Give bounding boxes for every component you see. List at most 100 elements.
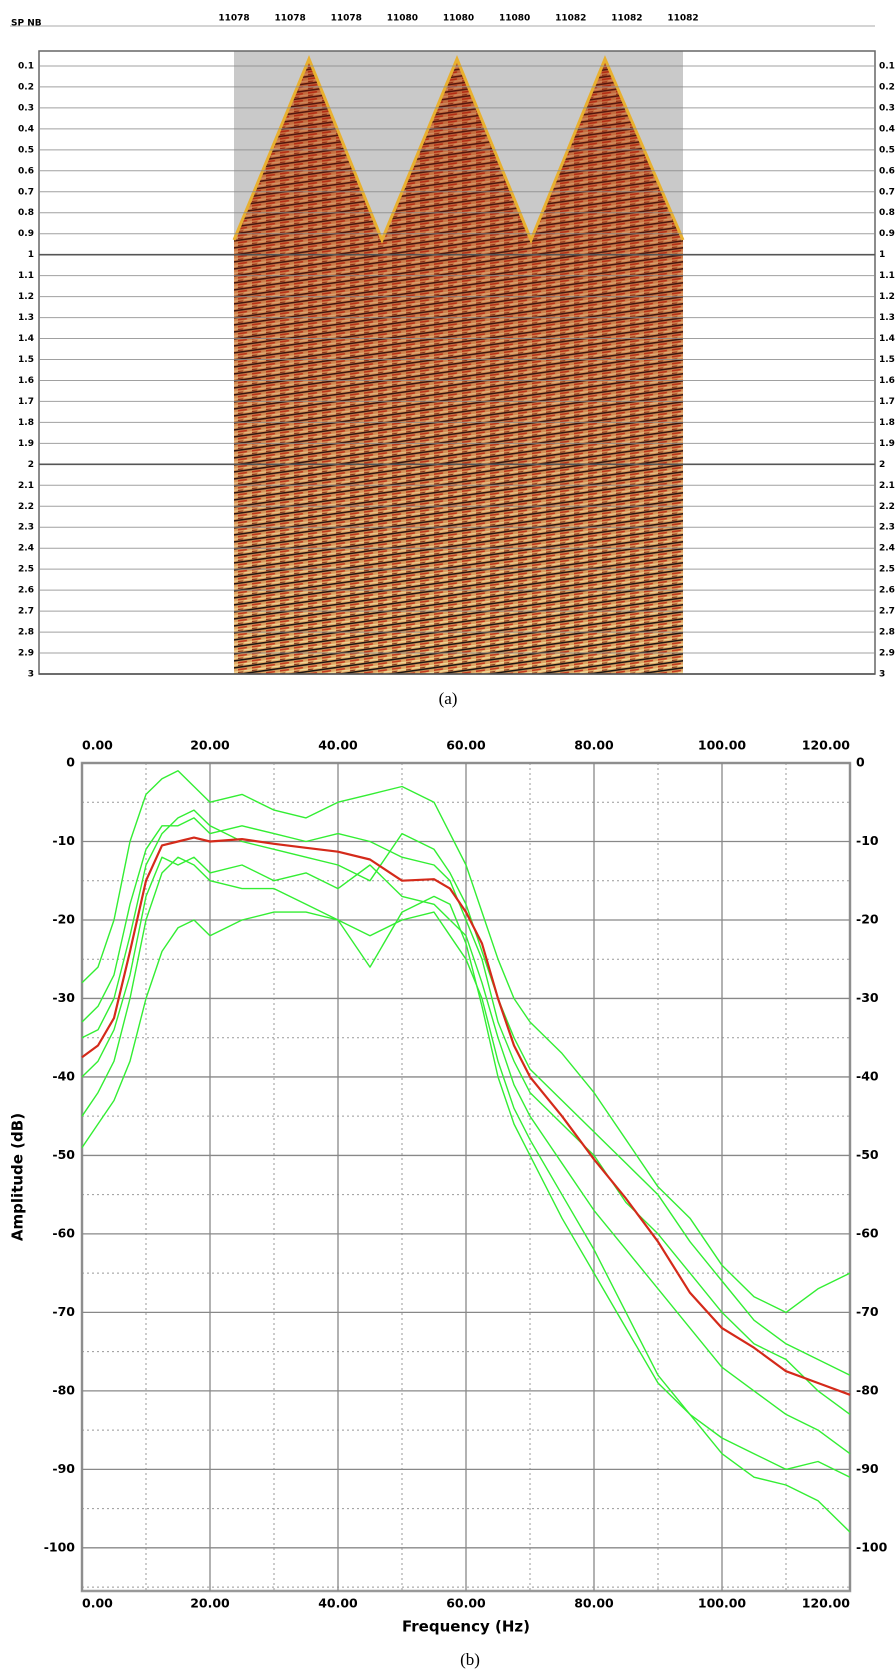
- y-tick-label-right: 1.1: [879, 271, 895, 281]
- y-tick-label: 0.1: [18, 61, 34, 71]
- y-tick-label: 1.6: [18, 376, 34, 386]
- y-tick-label-right: 0.6: [879, 166, 895, 176]
- y-tick-label: -30: [52, 990, 75, 1005]
- y-tick-label-right: 2.1: [879, 481, 895, 491]
- seismic-energy: [234, 59, 683, 674]
- y-tick-label: 1.5: [18, 355, 34, 365]
- y-tick-label-right: 1.5: [879, 355, 895, 365]
- y-tick-label: -50: [52, 1147, 75, 1162]
- y-tick-label: 2.7: [18, 607, 34, 617]
- y-tick-label: -90: [52, 1461, 75, 1476]
- y-tick-label-right: 2.2: [879, 502, 895, 512]
- trace-label: 11078: [331, 14, 362, 24]
- y-tick-label: 0.5: [18, 145, 34, 155]
- y-tick-label-right: -60: [856, 1225, 879, 1240]
- y-tick-label-right: 1.8: [879, 418, 895, 428]
- spectrum-line: [81, 911, 851, 1533]
- y-tick-label: 2: [28, 460, 34, 470]
- spectrum-line: [81, 836, 851, 1396]
- x-tick-label-top: 60.00: [446, 738, 486, 753]
- y-tick-label: 2.4: [18, 544, 34, 554]
- y-tick-label: 3: [28, 670, 34, 680]
- y-tick-label-right: 0.7: [879, 187, 895, 197]
- x-tick-label-top: 40.00: [318, 738, 358, 753]
- y-axis-title: Amplitude (dB): [9, 1113, 27, 1241]
- y-tick-label-right: 2.7: [879, 607, 895, 617]
- y-tick-label: 0: [66, 755, 75, 770]
- x-tick-label-top: 0.00: [82, 738, 113, 753]
- x-tick-label: 100.00: [698, 1596, 747, 1611]
- x-tick-label: 60.00: [446, 1596, 486, 1611]
- y-tick-label: -80: [52, 1382, 75, 1397]
- y-tick-label-right: 1.3: [879, 313, 895, 323]
- y-tick-label: -100: [44, 1539, 76, 1554]
- y-tick-label: 1.7: [18, 397, 34, 407]
- y-tick-label: 1.3: [18, 313, 34, 323]
- spectrum-line: [81, 770, 851, 1314]
- trace-label: 11082: [667, 14, 698, 24]
- y-tick-label-right: 3: [879, 670, 885, 680]
- x-tick-label-top: 20.00: [190, 738, 230, 753]
- spectrum-line: [81, 856, 851, 1455]
- y-tick-label: -70: [52, 1304, 75, 1319]
- y-tick-label-right: 1.4: [879, 334, 895, 344]
- y-tick-label-right: -40: [856, 1068, 879, 1083]
- y-tick-label-right: 2.5: [879, 565, 895, 575]
- x-tick-label-top: 80.00: [574, 738, 614, 753]
- y-tick-label-right: 0.9: [879, 229, 895, 239]
- y-tick-label-right: -20: [856, 911, 879, 926]
- x-tick-label: 120.00: [802, 1596, 851, 1611]
- y-tick-label-right: 0.2: [879, 82, 895, 92]
- y-tick-label-right: 1.2: [879, 292, 895, 302]
- y-tick-label-right: 0.5: [879, 145, 895, 155]
- trace-label: 11082: [555, 14, 586, 24]
- y-tick-label: 1.2: [18, 292, 34, 302]
- y-tick-label: 0.4: [18, 124, 34, 134]
- x-tick-label-top: 100.00: [698, 738, 747, 753]
- y-tick-label-right: 2.8: [879, 628, 895, 638]
- x-tick-label: 80.00: [574, 1596, 614, 1611]
- y-tick-label: -60: [52, 1225, 75, 1240]
- y-tick-label: 2.5: [18, 565, 34, 575]
- y-tick-label: 2.6: [18, 586, 34, 596]
- y-tick-label: 2.8: [18, 628, 34, 638]
- y-tick-label: 2.3: [18, 523, 34, 533]
- y-tick-label: 2.9: [18, 649, 34, 659]
- y-tick-label-right: 1.9: [879, 439, 895, 449]
- y-tick-label: -40: [52, 1068, 75, 1083]
- y-tick-label-right: 1.6: [879, 376, 895, 386]
- y-tick-label: 1.4: [18, 334, 34, 344]
- y-tick-label: 1.9: [18, 439, 34, 449]
- seismic-section: [232, 51, 685, 674]
- y-tick-label-right: 2.6: [879, 586, 895, 596]
- y-tick-label-right: 0.4: [879, 124, 895, 134]
- y-tick-label: -20: [52, 911, 75, 926]
- trace-label: 11080: [443, 14, 474, 24]
- spectrum-line: [81, 856, 851, 1478]
- y-tick-label: 0.3: [18, 103, 34, 113]
- x-tick-label: 20.00: [190, 1596, 230, 1611]
- y-tick-label: 2.1: [18, 481, 34, 491]
- y-tick-label-right: -100: [856, 1539, 888, 1554]
- y-tick-label-right: -30: [856, 990, 879, 1005]
- trace-label: 11080: [387, 14, 418, 24]
- y-tick-label: 1.1: [18, 271, 34, 281]
- x-tick-label-top: 120.00: [802, 738, 851, 753]
- y-tick-label-right: 0.8: [879, 208, 895, 218]
- y-tick-label-right: 2.4: [879, 544, 895, 554]
- caption: (a): [439, 689, 458, 708]
- y-tick-label-right: 0.1: [879, 61, 895, 71]
- y-tick-label: 0.7: [18, 187, 34, 197]
- y-tick-label: 1.8: [18, 418, 34, 428]
- trace-label: 11078: [218, 14, 249, 24]
- spectrum-line: [81, 809, 851, 1376]
- y-tick-label-right: 2.3: [879, 523, 895, 533]
- y-tick-label-right: -50: [856, 1147, 879, 1162]
- y-tick-label-right: 0: [856, 755, 865, 770]
- x-tick-label: 40.00: [318, 1596, 358, 1611]
- trace-label: 11082: [611, 14, 642, 24]
- y-tick-label-right: 1: [879, 250, 885, 260]
- y-tick-label-right: -70: [856, 1304, 879, 1319]
